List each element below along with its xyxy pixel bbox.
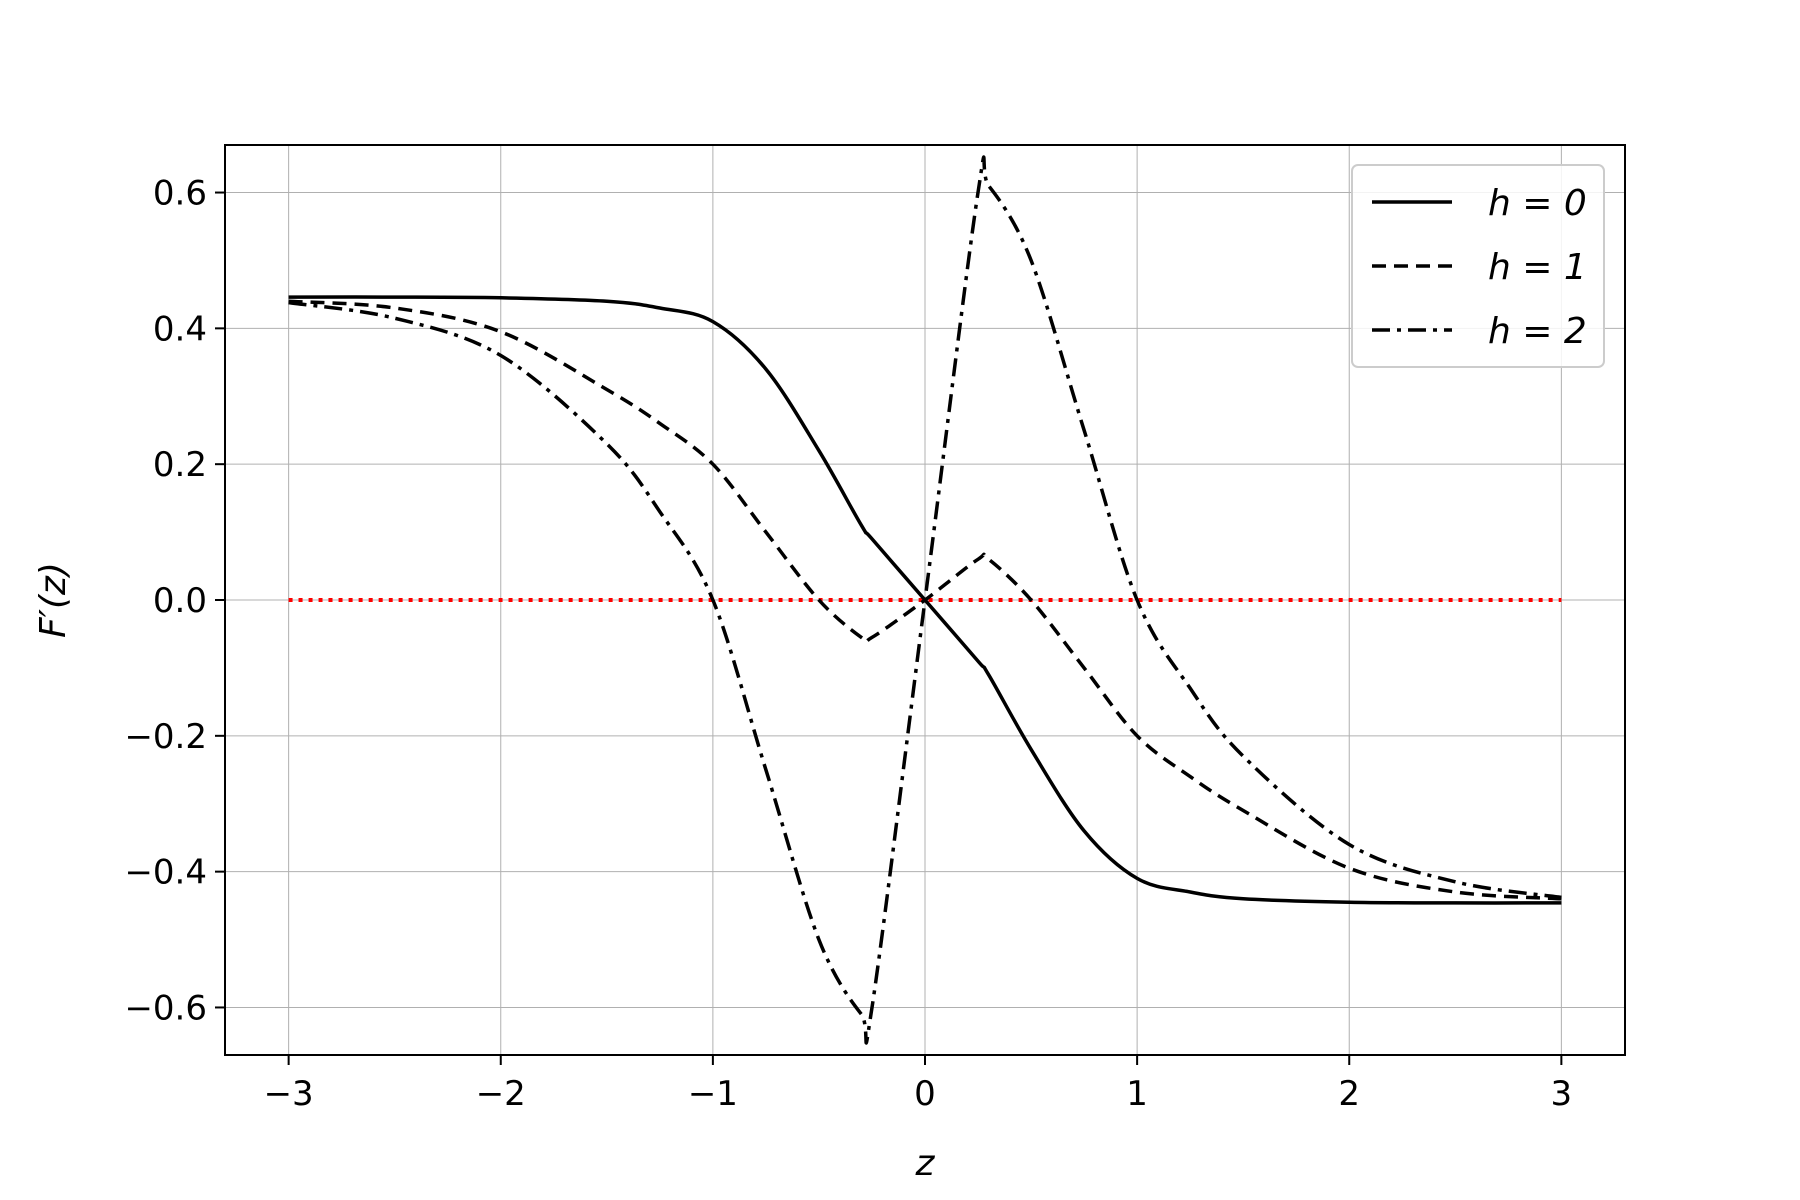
legend-box — [1351, 164, 1605, 368]
legend: h = 0 h = 1 h = 2 — [1351, 164, 1605, 368]
x-tick-label: 3 — [1551, 1074, 1573, 1114]
y-tick-label: 0.4 — [153, 309, 207, 349]
ticks: −3 −2 −1 0 1 2 3 −0.6 −0.4 −0.2 0.0 0.2 0.4 0.6 — [124, 174, 1572, 1114]
x-tick-label: 1 — [1126, 1074, 1148, 1114]
x-tick-label: −2 — [476, 1074, 526, 1114]
y-tick-label: 0.6 — [153, 174, 207, 214]
y-tick-label: −0.2 — [124, 717, 207, 757]
y-tick-label: −0.6 — [124, 988, 207, 1028]
x-axis-label: z — [915, 1143, 936, 1184]
legend-label: h = 0 — [1488, 183, 1587, 224]
y-tick-label: 0.0 — [153, 581, 207, 621]
x-tick-label: −1 — [688, 1074, 738, 1114]
legend-label: h = 2 — [1488, 311, 1587, 352]
y-tick-label: 0.2 — [153, 445, 207, 485]
x-tick-label: −3 — [264, 1074, 314, 1114]
series-lines — [288, 155, 1562, 1045]
series-line-h-2 — [288, 155, 1562, 1045]
legend-label: h = 1 — [1488, 247, 1587, 288]
y-tick-label: −0.4 — [124, 853, 207, 893]
y-axis-label: F′(z) — [33, 562, 74, 638]
x-tick-label: 0 — [914, 1074, 936, 1114]
x-tick-label: 2 — [1338, 1074, 1360, 1114]
